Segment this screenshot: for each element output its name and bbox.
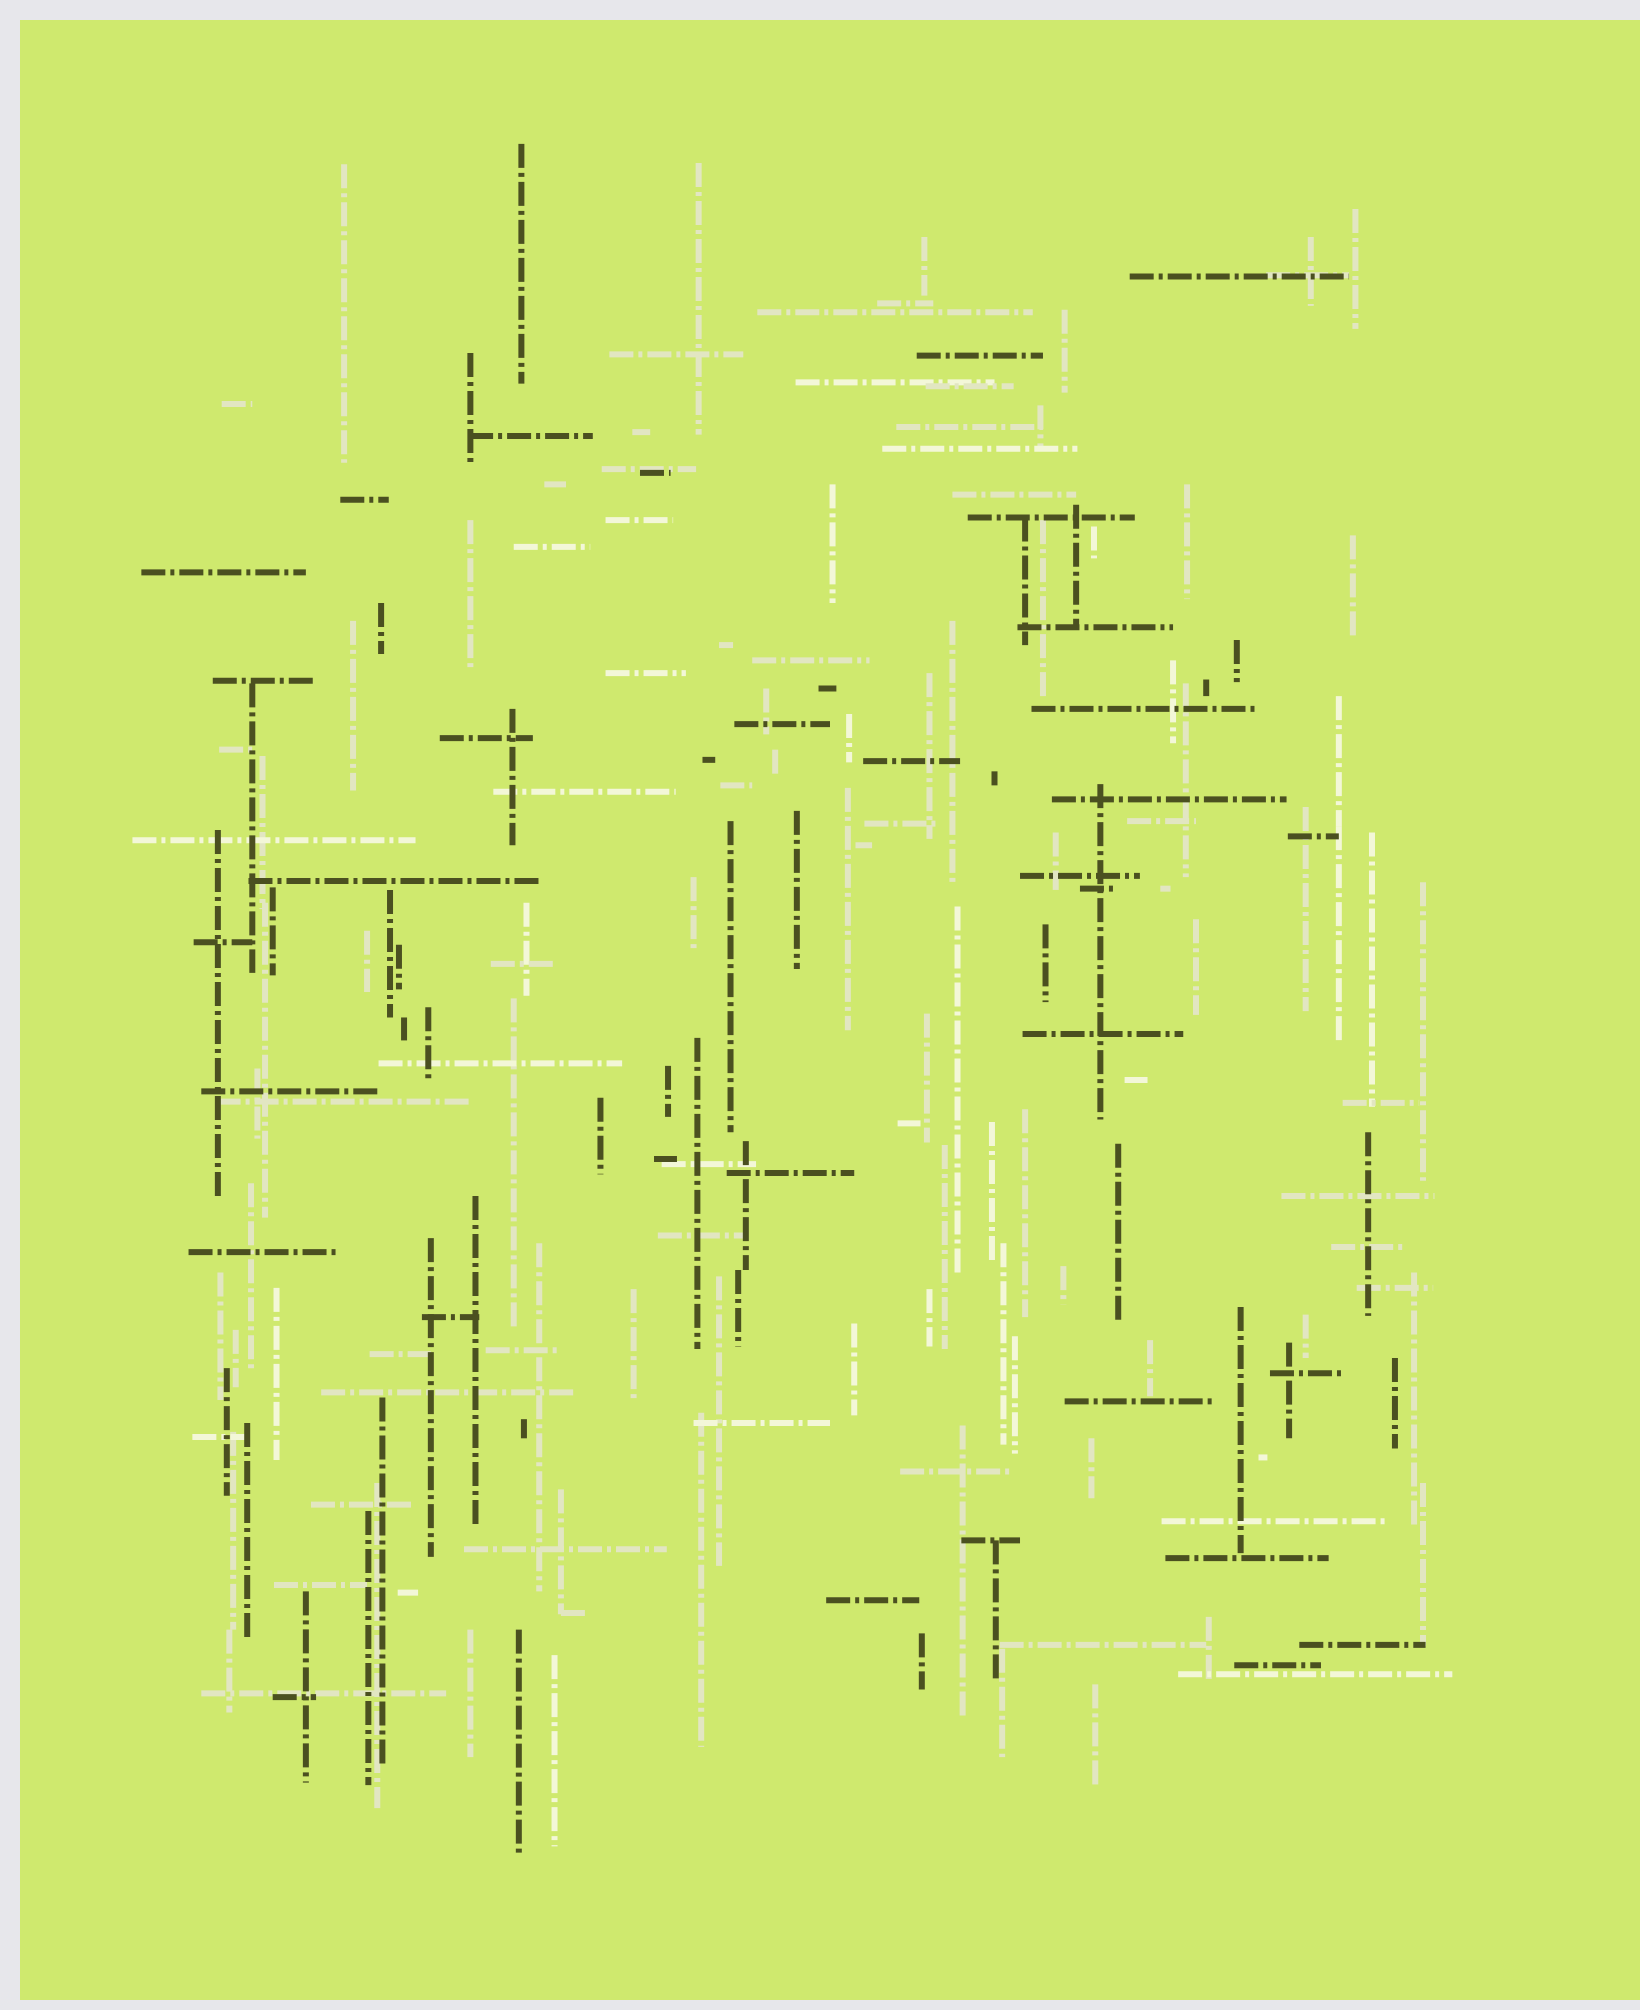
- artwork-canvas: [10, 10, 1640, 2000]
- canvas-background: [20, 20, 1640, 2000]
- abstract-line-artwork: [20, 20, 1640, 2000]
